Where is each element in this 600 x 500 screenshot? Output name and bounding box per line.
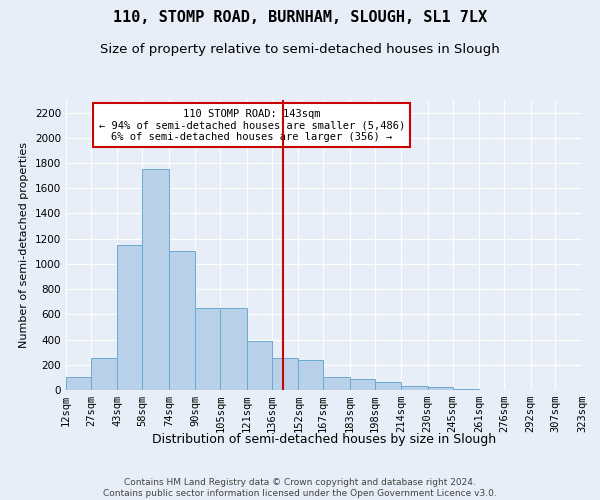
Text: 110, STOMP ROAD, BURNHAM, SLOUGH, SL1 7LX: 110, STOMP ROAD, BURNHAM, SLOUGH, SL1 7L… bbox=[113, 10, 487, 25]
Bar bbox=[350, 378, 374, 390]
Bar bbox=[374, 382, 401, 390]
Bar bbox=[323, 378, 350, 390]
Text: Distribution of semi-detached houses by size in Slough: Distribution of semi-detached houses by … bbox=[152, 432, 496, 446]
Text: Contains HM Land Registry data © Crown copyright and database right 2024.
Contai: Contains HM Land Registry data © Crown c… bbox=[103, 478, 497, 498]
Bar bbox=[247, 341, 272, 390]
Bar bbox=[142, 170, 169, 390]
Bar bbox=[220, 308, 247, 390]
Text: 110 STOMP ROAD: 143sqm
← 94% of semi-detached houses are smaller (5,486)
6% of s: 110 STOMP ROAD: 143sqm ← 94% of semi-det… bbox=[98, 108, 405, 142]
Bar bbox=[272, 358, 298, 390]
Bar bbox=[452, 388, 479, 390]
Bar bbox=[298, 360, 323, 390]
Y-axis label: Number of semi-detached properties: Number of semi-detached properties bbox=[19, 142, 29, 348]
Bar bbox=[91, 358, 118, 390]
Text: Size of property relative to semi-detached houses in Slough: Size of property relative to semi-detach… bbox=[100, 42, 500, 56]
Bar bbox=[169, 252, 196, 390]
Bar bbox=[66, 378, 91, 390]
Bar bbox=[428, 388, 452, 390]
Bar bbox=[401, 386, 428, 390]
Bar bbox=[118, 245, 142, 390]
Bar bbox=[196, 308, 220, 390]
